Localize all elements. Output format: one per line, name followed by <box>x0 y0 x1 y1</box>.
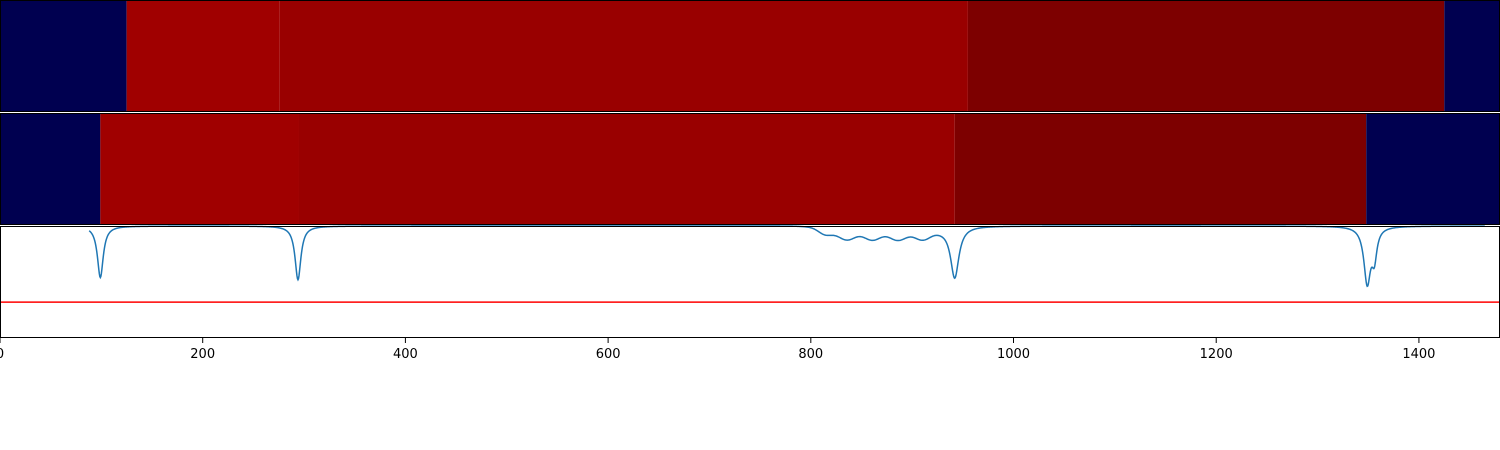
heatmap-cell-row1-2 <box>126 0 280 112</box>
heatmap-cell-row2-5 <box>1366 113 1500 225</box>
x-axis: 0 200 400 600 800 1000 1200 1400 <box>0 338 1435 362</box>
x-tick-label-400: 400 <box>393 347 418 362</box>
x-tick-label-0: 0 <box>0 347 4 362</box>
signal-panel <box>0 226 1500 338</box>
x-tick-label-1000: 1000 <box>997 347 1030 362</box>
x-tick-label-800: 800 <box>798 347 823 362</box>
x-tick-label-600: 600 <box>596 347 621 362</box>
x-tick-label-1400: 1400 <box>1402 347 1435 362</box>
heatmap-rows <box>0 0 1500 225</box>
heatmap-cell-row2-3 <box>298 113 955 225</box>
x-tick-label-200: 200 <box>190 347 215 362</box>
heatmap-cell-row1-1 <box>0 0 127 112</box>
heatmap-cell-row2-4 <box>954 113 1367 225</box>
x-tick-label-1200: 1200 <box>1200 347 1233 362</box>
heatmap-cell-row1-5 <box>1444 0 1500 112</box>
heatmap-cell-row2-1 <box>0 113 101 225</box>
heatmap-cell-row2-2 <box>100 113 299 225</box>
heatmap-cell-row1-3 <box>279 0 968 112</box>
heatmap-cell-row1-4 <box>967 0 1445 112</box>
